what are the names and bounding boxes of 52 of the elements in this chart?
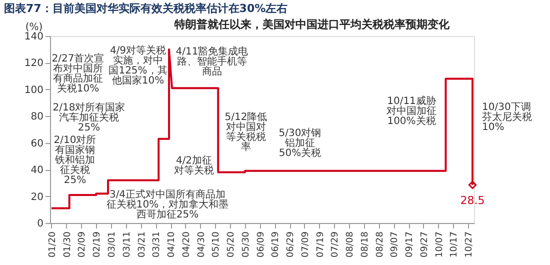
x-tick-label: 03/31 [152, 232, 162, 258]
x-tick-label: 04/20 [182, 231, 192, 258]
annotation: 4/11豁免集成电路、智能手机等商品 [176, 45, 248, 78]
x-tick-label: 06/29 [286, 231, 296, 258]
x-tick-label: 02/09 [78, 231, 88, 258]
x-tick-label: 04/30 [196, 231, 207, 258]
x-tick-label: 01/20 [48, 231, 58, 258]
x-tick-label: 09/07 [390, 232, 400, 258]
x-tick-label: 03/01 [107, 232, 118, 258]
x-tick-label: 07/19 [316, 231, 326, 258]
x-tick-label: 05/10 [212, 231, 222, 258]
x-tick-label: 03/21 [137, 232, 148, 258]
y-tick-label: 120 [24, 58, 44, 70]
annotation: 5/30对钢铝加征50%关税 [278, 126, 322, 159]
x-tick-label: 08/08 [346, 231, 356, 258]
x-tick-label: 10/17 [450, 232, 460, 258]
y-tick-label: 20 [30, 192, 44, 203]
x-tick-label: 08/28 [375, 231, 386, 258]
annotation: 5/12降低对中国对等关税税率 [224, 111, 268, 154]
y-tick-label: 40 [30, 165, 44, 176]
chart-subtitle: 特朗普就任以来，美国对中国进口平均关税税率预期变化 [174, 18, 450, 31]
y-tick-label: 0 [37, 218, 44, 230]
annotation: 4/9对等关税实施，对中国125%，其他国家10% [108, 44, 168, 86]
annotation: 4/2加征对等关税 [174, 154, 214, 176]
text: 10/30下调芬太尼关税10% [482, 101, 532, 133]
annotation: 10/11威胁对中国加征100%关税 [386, 94, 436, 127]
chart-title: 图表77：目前美国对华实际有效关税税率估计在30%左右 [4, 2, 288, 15]
x-tick-label: 03/11 [122, 232, 132, 258]
x-tick-label: 07/09 [300, 231, 311, 258]
annotation: 2/18对所有国家汽车加征关税25% [52, 102, 126, 134]
x-tick-label: 05/20 [226, 231, 237, 258]
data-label: 28.5 [460, 194, 485, 207]
y-tick-label: 80 [30, 112, 44, 123]
x-tick-label: 06/09 [256, 231, 266, 258]
y-tick-label: 60 [30, 138, 44, 150]
x-tick-label: 09/17 [405, 232, 416, 258]
annotation: 2/10对所有国家钢铁和铝加征关税25% [54, 134, 96, 186]
x-tick-label: 05/30 [241, 231, 252, 258]
y-tick-label: 100 [24, 84, 44, 96]
x-tick-label: 10/07 [434, 232, 445, 258]
x-tick-label: 10/27 [464, 232, 475, 258]
annotation: 2/27首次宣布对中国所有商品加征关税10% [52, 52, 104, 94]
y-axis-title: (%) [25, 22, 43, 33]
x-tick-label: 07/29 [330, 231, 341, 258]
x-tick-label: 02/19 [92, 231, 103, 258]
x-tick-label: 09/27 [420, 232, 430, 258]
y-tick-label: 140 [24, 32, 44, 42]
x-tick-label: 04/10 [167, 231, 178, 258]
x-tick-label: 01/30 [62, 231, 73, 258]
x-tick-label: 08/18 [360, 231, 370, 258]
annotation: 3/4正式对中国所有商品加征关税10%，对加拿大和墨西哥加征25% [106, 188, 229, 220]
x-tick-label: 06/19 [271, 231, 282, 258]
